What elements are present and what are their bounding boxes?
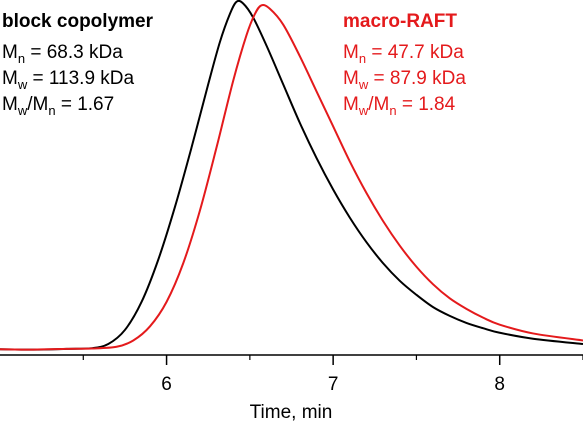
series-line-block-copolymer bbox=[0, 0, 583, 351]
pdi-mw-symbol: M bbox=[343, 94, 359, 115]
block-copolymer-mw: Mw = 113.9 kDa bbox=[2, 68, 135, 92]
mw-symbol: M bbox=[343, 68, 359, 89]
pdi-mn-subscript: n bbox=[48, 103, 55, 118]
x-tick-label-8: 8 bbox=[494, 374, 505, 395]
pdi-value: = 1.84 bbox=[397, 94, 456, 115]
pdi-value: = 1.67 bbox=[56, 94, 115, 115]
block-copolymer-pdi: Mw/Mn = 1.67 bbox=[2, 94, 114, 118]
mn-subscript: n bbox=[359, 51, 366, 66]
mn-value: = 68.3 kDa bbox=[25, 42, 123, 63]
macro-raft-annotation: macro-RAFT Mn = 47.7 kDa Mw = 87.9 kDa M… bbox=[343, 11, 466, 118]
macro-raft-mn: Mn = 47.7 kDa bbox=[343, 42, 464, 66]
curves-layer bbox=[0, 0, 583, 351]
pdi-mw-symbol: M bbox=[2, 94, 18, 115]
block-copolymer-header: block copolymer bbox=[2, 11, 154, 32]
pdi-mw-subscript: w bbox=[17, 103, 28, 118]
mw-subscript: w bbox=[17, 77, 28, 92]
mw-value: = 87.9 kDa bbox=[368, 68, 466, 89]
block-copolymer-annotation: block copolymer Mn = 68.3 kDa Mw = 113.9… bbox=[2, 11, 154, 118]
block-copolymer-mn: Mn = 68.3 kDa bbox=[2, 42, 123, 66]
mn-symbol: M bbox=[343, 42, 359, 63]
macro-raft-mw: Mw = 87.9 kDa bbox=[343, 68, 466, 92]
mn-subscript: n bbox=[18, 51, 25, 66]
pdi-mn-subscript: n bbox=[389, 103, 396, 118]
macro-raft-header: macro-RAFT bbox=[343, 11, 457, 32]
x-axis-ticks: 6 7 8 bbox=[82, 355, 583, 395]
pdi-mw-subscript: w bbox=[358, 103, 369, 118]
mw-symbol: M bbox=[2, 68, 18, 89]
macro-raft-pdi: Mw/Mn = 1.84 bbox=[343, 94, 456, 118]
mw-subscript: w bbox=[358, 77, 369, 92]
mn-symbol: M bbox=[2, 42, 18, 63]
series-line-macro-raft bbox=[0, 3, 583, 351]
pdi-mn-symbol: /M bbox=[368, 94, 389, 115]
x-tick-label-6: 6 bbox=[161, 374, 172, 395]
pdi-mn-symbol: /M bbox=[27, 94, 48, 115]
x-axis-title: Time, min bbox=[250, 402, 333, 423]
x-tick-label-7: 7 bbox=[328, 374, 339, 395]
mn-value: = 47.7 kDa bbox=[366, 42, 464, 63]
mw-value: = 113.9 kDa bbox=[27, 68, 134, 89]
